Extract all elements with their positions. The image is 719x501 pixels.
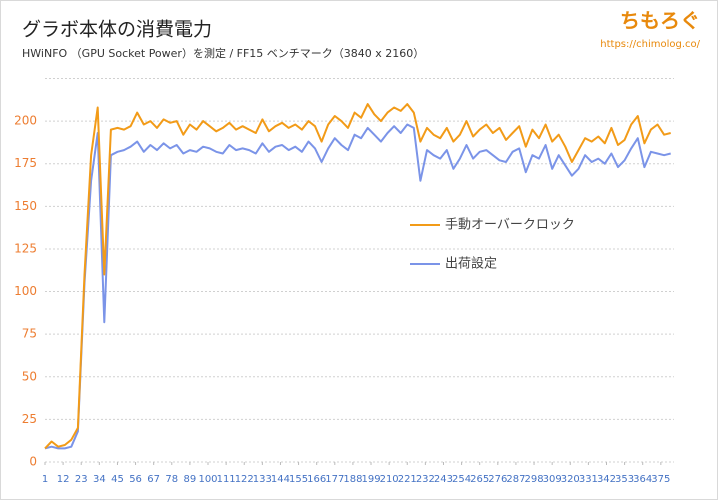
series-line <box>44 123 671 450</box>
x-tick-label: 166 <box>307 474 326 485</box>
x-tick-label: 254 <box>452 474 471 485</box>
x-tick-label: 111 <box>217 474 236 485</box>
x-tick-label: 89 <box>184 474 197 485</box>
legend-label: 手動オーバークロック <box>445 218 575 233</box>
x-tick-label: 276 <box>488 474 507 485</box>
x-tick-label: 287 <box>506 474 525 485</box>
x-tick-label: 78 <box>165 474 178 485</box>
x-tick-label: 221 <box>398 474 417 485</box>
x-tick-label: 177 <box>325 474 344 485</box>
legend-label: 出荷設定 <box>445 256 497 272</box>
x-tick-label: 298 <box>524 474 543 485</box>
x-tick-label: 232 <box>416 474 435 485</box>
x-tick-label: 100 <box>198 474 217 485</box>
x-tick-label: 309 <box>543 474 562 485</box>
x-tick-label: 375 <box>651 474 670 485</box>
chart-subtitle: HWiNFO （GPU Socket Power）を測定 / FF15 ベンチマ… <box>22 46 424 60</box>
x-tick-label: 331 <box>579 474 598 485</box>
x-tick-label: 56 <box>129 474 142 485</box>
y-tick-label: 0 <box>29 455 37 469</box>
x-tick-label: 23 <box>75 474 88 485</box>
x-tick-label: 12 <box>57 474 70 485</box>
x-tick-label: 199 <box>361 474 380 485</box>
x-tick-label: 320 <box>561 474 580 485</box>
x-tick-label: 243 <box>434 474 453 485</box>
x-tick-label: 122 <box>235 474 254 485</box>
x-tick-label: 45 <box>111 474 124 485</box>
x-tick-label: 67 <box>147 474 160 485</box>
x-tick-label: 210 <box>380 474 399 485</box>
series-line <box>44 103 671 450</box>
x-tick-label: 265 <box>470 474 489 485</box>
y-tick-label: 125 <box>14 241 37 255</box>
watermark-url: https://chimolog.co/ <box>600 39 700 50</box>
y-tick-label: 175 <box>14 156 37 170</box>
y-tick-label: 200 <box>14 114 37 128</box>
x-tick-label: 133 <box>253 474 272 485</box>
y-tick-label: 25 <box>22 412 37 426</box>
chart-title: グラボ本体の消費電力 <box>22 19 212 41</box>
x-tick-label: 364 <box>633 474 652 485</box>
x-tick-label: 188 <box>343 474 362 485</box>
watermark-name: ちもろぐ <box>620 9 700 33</box>
x-tick-label: 353 <box>615 474 634 485</box>
x-tick-label: 34 <box>93 474 106 485</box>
x-tick-label: 342 <box>597 474 616 485</box>
x-tick-label: 144 <box>271 474 290 485</box>
x-tick-label: 155 <box>289 474 308 485</box>
y-tick-label: 50 <box>22 369 37 383</box>
y-tick-label: 150 <box>14 199 37 213</box>
y-tick-label: 75 <box>22 327 37 341</box>
y-tick-label: 100 <box>14 284 37 298</box>
x-tick-label: 1 <box>42 474 48 485</box>
